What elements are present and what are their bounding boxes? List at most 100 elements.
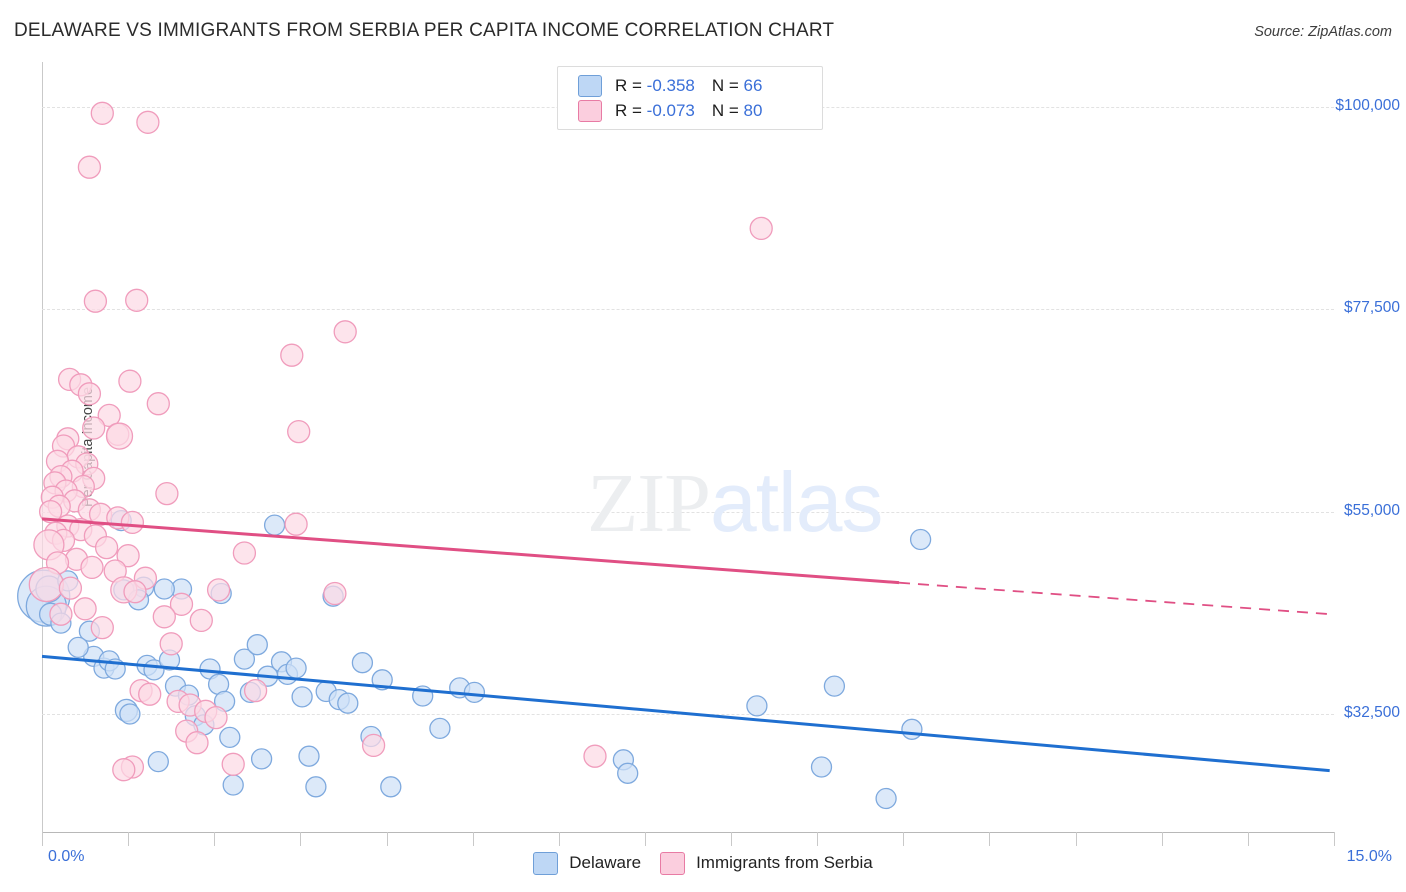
series-swatch-serbia [660, 851, 686, 875]
gridline [42, 309, 1334, 311]
y-axis-tick-label: $100,000 [1335, 96, 1400, 114]
data-point [810, 756, 833, 778]
data-point [243, 678, 268, 703]
data-point [73, 597, 97, 621]
data-point [159, 632, 183, 656]
x-axis-tick [903, 832, 905, 846]
x-axis-tick [1334, 832, 1335, 846]
y-axis-tick-label: $77,500 [1343, 299, 1400, 317]
data-point [617, 762, 639, 784]
data-point [291, 686, 313, 708]
series-legend: Delaware Immigrants from Serbia [0, 846, 1406, 880]
gridline [42, 511, 1334, 513]
data-point [909, 528, 932, 551]
data-point [246, 634, 268, 656]
data-point [380, 776, 402, 798]
correlation-legend: R = -0.358 N = 66 R = -0.073 N = 80 [557, 66, 823, 130]
data-point [875, 787, 897, 810]
source-attribution: Source: ZipAtlas.com [1254, 24, 1392, 40]
data-point [83, 289, 108, 313]
y-axis-tick-label: $55,000 [1343, 501, 1400, 519]
data-point [305, 776, 327, 798]
data-point [136, 110, 160, 134]
data-point [119, 703, 141, 725]
data-point [351, 652, 374, 674]
data-point [169, 592, 194, 616]
data-point [90, 615, 114, 640]
x-axis-tick [1247, 832, 1249, 846]
data-point [82, 416, 106, 440]
x-axis-tick [42, 832, 43, 846]
data-point [77, 155, 102, 179]
x-axis-tick [472, 832, 474, 846]
data-point [147, 750, 169, 773]
data-point [280, 343, 304, 367]
legend-row-serbia: R = -0.073 N = 80 [578, 100, 762, 122]
x-axis-tick [386, 832, 388, 846]
n-label-serbia: N = [711, 101, 744, 120]
x-axis-tick [1161, 832, 1163, 846]
data-point [233, 648, 256, 670]
data-point [285, 657, 307, 679]
series-legend-item-delaware[interactable]: Delaware [533, 851, 642, 875]
data-point [116, 544, 140, 568]
data-point [298, 745, 320, 767]
x-axis-tick [644, 832, 646, 846]
scatter-series-delaware [17, 509, 932, 810]
data-point [219, 726, 241, 749]
legend-swatch-delaware [578, 75, 602, 97]
x-axis-tick [300, 832, 302, 846]
data-point [153, 578, 175, 600]
series-label-serbia: Immigrants from Serbia [696, 853, 873, 872]
trendline-extrapolated [898, 581, 1330, 616]
data-point [287, 419, 311, 444]
n-label-delaware: N = [711, 76, 744, 95]
data-point [152, 605, 176, 629]
plot-area: Per Capita Income ZIPatlas [17, 62, 1334, 832]
x-axis-tick [214, 832, 216, 846]
data-point [118, 369, 142, 393]
series-label-delaware: Delaware [569, 853, 642, 872]
data-point [746, 695, 768, 717]
legend-row-delaware: R = -0.358 N = 66 [578, 75, 762, 97]
scatter-layer [17, 101, 1330, 810]
data-point [123, 580, 147, 604]
r-label-delaware: R = [615, 76, 647, 95]
data-point [112, 758, 136, 782]
data-point [206, 578, 231, 602]
data-point [94, 535, 119, 560]
data-point [189, 608, 213, 633]
data-point [333, 320, 357, 344]
x-axis-label-min: 0.0% [48, 848, 85, 865]
data-point [337, 692, 359, 714]
n-value-delaware: 66 [743, 76, 763, 95]
data-point [204, 705, 228, 730]
data-point [185, 731, 209, 755]
data-point [97, 403, 121, 428]
y-axis-line [42, 62, 43, 832]
data-point [263, 514, 286, 536]
n-value-serbia: 80 [743, 101, 763, 120]
data-point [463, 681, 486, 704]
data-point [90, 101, 114, 125]
data-point [749, 216, 773, 241]
data-point [120, 510, 145, 535]
x-axis-tick [128, 832, 130, 846]
x-axis-tick [558, 832, 560, 846]
x-axis-tick [989, 832, 991, 846]
data-point [323, 581, 347, 606]
data-point [284, 512, 308, 536]
x-axis-label-max: 15.0% [1346, 848, 1392, 865]
series-swatch-delaware [533, 851, 559, 875]
data-point [146, 392, 170, 416]
data-point [80, 555, 104, 580]
data-point [49, 602, 73, 626]
page-title: DELAWARE VS IMMIGRANTS FROM SERBIA PER C… [14, 20, 835, 41]
y-axis-tick-label: $32,500 [1343, 703, 1400, 721]
series-legend-item-serbia[interactable]: Immigrants from Serbia [660, 851, 873, 875]
data-point [155, 481, 179, 506]
data-point [823, 675, 846, 697]
trendline [41, 654, 1330, 773]
x-axis-tick [731, 832, 733, 846]
data-point [221, 752, 245, 776]
